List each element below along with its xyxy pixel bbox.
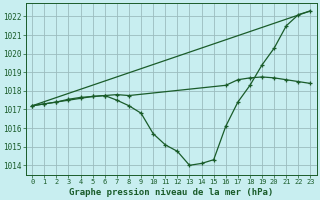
X-axis label: Graphe pression niveau de la mer (hPa): Graphe pression niveau de la mer (hPa)	[69, 188, 274, 197]
